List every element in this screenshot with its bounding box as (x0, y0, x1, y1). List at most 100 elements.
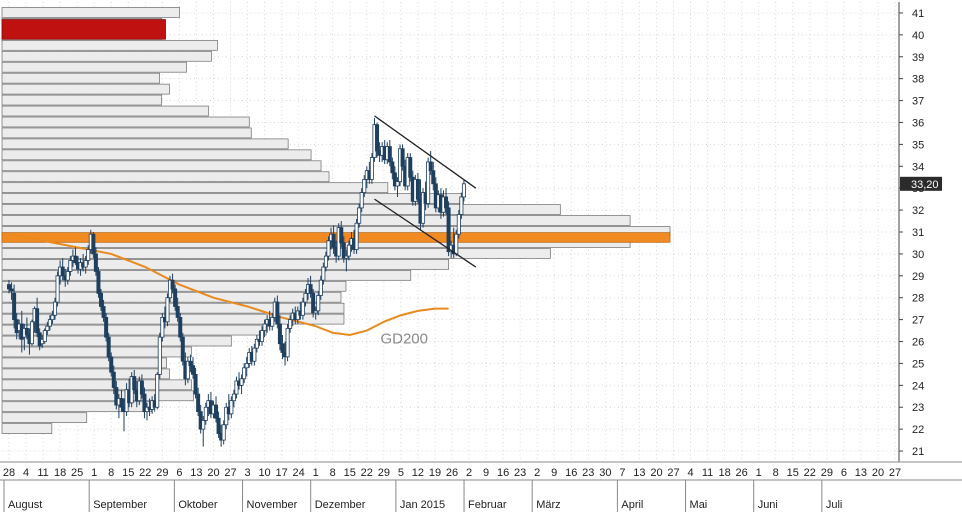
volume-profile-bar (1, 50, 212, 62)
x-tick-label: 22 (361, 467, 373, 479)
volume-profile-bar (1, 149, 312, 161)
last-price-box (900, 176, 942, 191)
x-tick-label: 13 (633, 467, 645, 479)
candle-body-down (408, 157, 413, 178)
x-tick-label: 17 (275, 467, 287, 479)
volume-profile-bar (1, 171, 330, 183)
x-tick-label: 19 (429, 467, 441, 479)
x-tick-label: 27 (667, 467, 679, 479)
volume-profile-bar (1, 215, 631, 226)
candle (354, 218, 359, 254)
candle-body-down (339, 227, 344, 244)
x-month-label: September (93, 499, 147, 511)
x-tick-label: 6 (176, 467, 182, 479)
candle (224, 402, 229, 430)
candle-body-up (421, 192, 426, 224)
candle-body-up (321, 266, 326, 281)
candle (106, 332, 111, 362)
candle-body-up (359, 192, 364, 209)
volume-profile-bar (1, 259, 450, 270)
candle (431, 161, 436, 191)
candle-body-down (99, 292, 104, 307)
volume-profile-bar (1, 204, 561, 215)
candle-body-down (12, 292, 17, 321)
candle-body-up (426, 161, 431, 204)
candle (50, 310, 55, 324)
candle-body-down (196, 393, 201, 413)
candle (139, 374, 144, 399)
candle-body-up (313, 310, 318, 314)
candle (426, 157, 431, 208)
volume-profile-bar (1, 302, 345, 314)
x-tick-label: 7 (619, 467, 625, 479)
candle (178, 313, 183, 342)
candle (387, 140, 392, 167)
candle (157, 332, 162, 379)
candle-body-up (42, 330, 47, 342)
candle (42, 328, 47, 344)
candle (155, 372, 160, 410)
candle (165, 293, 170, 327)
candle (173, 284, 178, 311)
candle-body-up (229, 400, 234, 415)
x-tick-label: 29 (156, 467, 168, 479)
x-tick-label: 25 (71, 467, 83, 479)
candle (68, 256, 73, 276)
candle (111, 365, 116, 395)
candle (362, 175, 367, 197)
x-tick-label: 15 (344, 467, 356, 479)
volume-profile-bar (1, 248, 551, 259)
candle (104, 313, 109, 342)
gd200-moving-average (8, 233, 449, 336)
candle-body-down (109, 356, 114, 373)
candle (321, 262, 326, 285)
candle (180, 332, 185, 366)
volume-profile-bar (1, 412, 88, 424)
candle (188, 354, 193, 373)
candle (242, 363, 247, 384)
volume-profile-bar (1, 116, 250, 128)
candle (203, 402, 208, 425)
candle-body-up (160, 317, 165, 338)
candle-body-up (459, 196, 464, 215)
x-month-label: März (536, 499, 560, 511)
y-tick-label: 31 (912, 227, 924, 239)
x-tick-label: 4 (687, 467, 693, 479)
gd200-label: GD200 (380, 331, 428, 348)
x-tick-label: 12 (412, 467, 424, 479)
volume-profile-bar (1, 335, 232, 347)
candle (196, 387, 201, 416)
x-tick-label: 8 (773, 467, 779, 479)
volume-profile-bar (1, 72, 160, 84)
candle-body-up (30, 321, 35, 345)
candle-body-down (375, 124, 380, 152)
candle (339, 221, 344, 248)
candle-body-down (277, 323, 282, 345)
y-tick-label: 22 (912, 424, 924, 436)
candle (132, 370, 137, 395)
x-tick-label: 30 (599, 467, 611, 479)
volume-profile-bar (1, 61, 187, 73)
candle-body-up (344, 255, 349, 259)
candle-body-up (262, 323, 267, 331)
volume-profile-bar (1, 83, 170, 95)
candle-body-up (53, 301, 58, 316)
candle (280, 334, 285, 360)
volume-profile (1, 7, 671, 434)
x-tick-label: 13 (190, 467, 202, 479)
candle (369, 153, 374, 184)
candle (7, 280, 12, 294)
volume-profile-bar (1, 182, 389, 194)
candle-body-up (242, 367, 247, 380)
candle-body-down (139, 380, 144, 395)
candle (344, 249, 349, 272)
x-tick-label: 13 (855, 467, 867, 479)
candle (231, 389, 236, 408)
candle-body-down (93, 253, 98, 272)
x-month-label: Februar (468, 499, 507, 511)
y-tick-label: 37 (912, 96, 924, 108)
candle-body-up (326, 240, 331, 257)
candle-body-down (193, 373, 198, 395)
volume-profile-bar (1, 390, 194, 402)
